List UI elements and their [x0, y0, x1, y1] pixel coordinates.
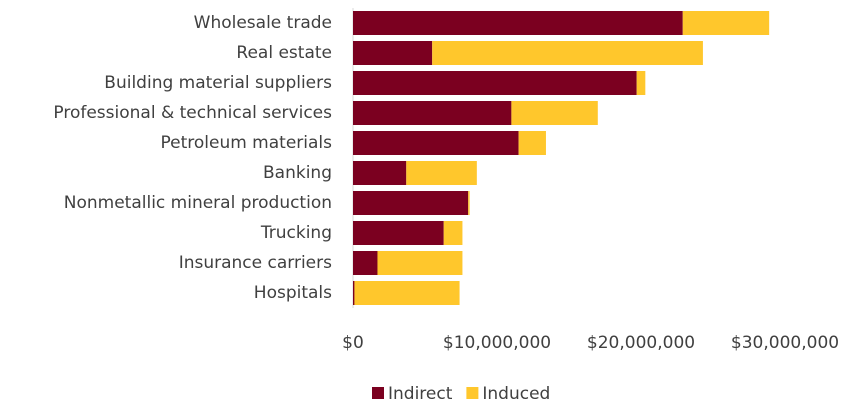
y-tick-label: Building material suppliers [104, 73, 332, 93]
bar [353, 161, 407, 185]
y-tick-label: Nonmetallic mineral production [64, 193, 332, 213]
bar [354, 281, 460, 305]
bar [377, 251, 463, 275]
y-tick-label: Hospitals [254, 283, 332, 303]
x-tick-label: $20,000,000 [587, 333, 695, 353]
bar [518, 131, 546, 155]
legend-label: Indirect [388, 384, 453, 402]
legend-swatch [372, 387, 384, 399]
bar [353, 41, 433, 65]
y-tick-label: Banking [263, 163, 332, 183]
x-tick-label: $10,000,000 [443, 333, 551, 353]
bar [432, 41, 703, 65]
y-tick-label: Petroleum materials [160, 133, 332, 153]
x-tick-label: $0 [342, 333, 364, 353]
bar [443, 221, 463, 245]
bar [468, 191, 470, 215]
bar [406, 161, 477, 185]
y-tick-label: Professional & technical services [53, 103, 332, 123]
bar [682, 11, 770, 35]
bar [353, 281, 355, 305]
bar [353, 191, 469, 215]
bar [353, 221, 444, 245]
legend-swatch [466, 387, 479, 399]
bar [353, 11, 683, 35]
bar [353, 101, 512, 125]
bar [353, 131, 519, 155]
y-tick-label: Insurance carriers [179, 253, 332, 273]
legend-label: Induced [482, 384, 550, 402]
x-tick-label: $30,000,000 [731, 333, 839, 353]
y-tick-label: Real estate [236, 43, 332, 63]
bar [636, 71, 646, 95]
bar [353, 71, 637, 95]
bar [511, 101, 598, 125]
y-tick-label: Wholesale trade [194, 13, 332, 33]
y-tick-label: Trucking [260, 223, 332, 243]
bar [353, 251, 378, 275]
